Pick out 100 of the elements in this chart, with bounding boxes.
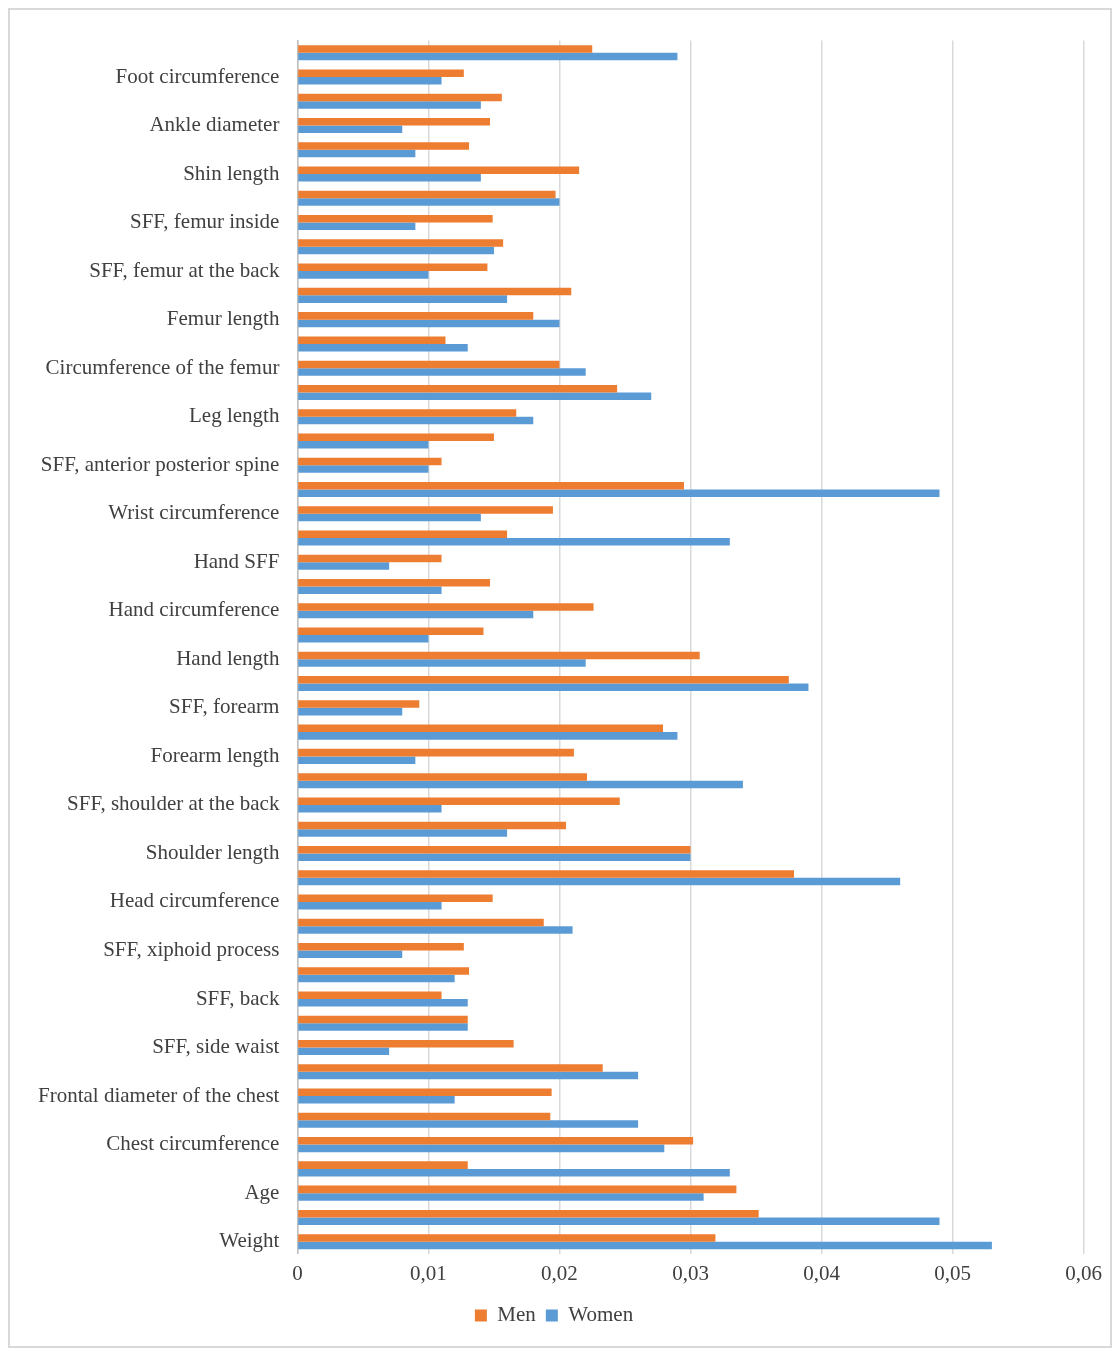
bar	[298, 457, 442, 466]
y-tick-label: Weight	[219, 1228, 280, 1253]
bar	[298, 1015, 468, 1024]
y-tick-label: Hand length	[176, 645, 280, 670]
bar	[298, 950, 403, 959]
bar	[298, 748, 574, 757]
bar	[298, 45, 593, 53]
bar	[298, 538, 730, 546]
x-tick-label: 0,05	[934, 1260, 971, 1285]
bar	[298, 222, 416, 231]
bar	[298, 804, 442, 813]
bar	[298, 489, 940, 498]
bar	[298, 69, 464, 77]
bar	[298, 166, 580, 175]
bar	[298, 1144, 665, 1153]
bar	[298, 1168, 730, 1177]
y-tick-label: Frontal diameter of the chest	[38, 1082, 280, 1107]
bar	[298, 1096, 455, 1104]
bar	[298, 1209, 759, 1218]
legend-label: Men	[497, 1302, 537, 1327]
bar	[298, 780, 743, 789]
bar	[298, 562, 390, 570]
y-tick-label: SFF, forearm	[169, 694, 280, 719]
bar	[298, 384, 618, 393]
bar	[298, 974, 455, 983]
bar	[298, 821, 567, 830]
bar	[298, 530, 508, 539]
bar	[298, 773, 587, 781]
bar	[298, 513, 481, 522]
bar	[298, 700, 420, 708]
bar	[298, 416, 534, 425]
bar	[298, 1120, 639, 1128]
y-tick-label: Age	[244, 1179, 280, 1204]
bar	[298, 724, 663, 733]
bar	[298, 287, 572, 296]
bar	[298, 1112, 551, 1121]
bar	[298, 845, 691, 854]
x-tick-label: 0,01	[410, 1260, 447, 1285]
bar	[298, 870, 795, 878]
bar	[298, 554, 442, 563]
bar	[298, 676, 789, 684]
bar	[298, 101, 481, 109]
bar	[298, 125, 403, 134]
y-tick-label: SFF, femur at the back	[89, 257, 280, 282]
x-tick-label: 0,03	[672, 1260, 709, 1285]
y-tick-label: SFF, back	[195, 985, 280, 1010]
bar	[298, 465, 429, 473]
bar	[298, 999, 468, 1007]
bar	[298, 1161, 468, 1169]
y-tick-label: Hand circumference	[108, 597, 280, 622]
y-tick-label: Leg length	[189, 403, 280, 428]
bar	[298, 198, 560, 206]
bar	[298, 506, 553, 514]
x-tick-label: 0,06	[1065, 1260, 1102, 1285]
bar	[298, 1193, 704, 1201]
bar	[298, 52, 678, 61]
bar	[298, 142, 470, 150]
bar	[298, 246, 494, 255]
bar	[298, 118, 491, 126]
bar	[298, 77, 442, 85]
bar	[298, 1064, 603, 1072]
bar	[298, 610, 534, 619]
y-tick-label: Forearm length	[150, 742, 280, 767]
y-tick-label: Shin length	[183, 160, 280, 185]
bar	[298, 707, 403, 716]
y-tick-label: SFF, xiphoid process	[103, 937, 280, 962]
bar	[298, 433, 494, 441]
y-tick-label: Foot circumference	[115, 63, 280, 88]
bar	[298, 797, 620, 805]
bar	[298, 1217, 940, 1225]
bar	[298, 1234, 716, 1242]
y-tick-label: SFF, femur inside	[130, 209, 280, 234]
bar	[298, 894, 493, 902]
y-tick-label: SFF, shoulder at the back	[67, 791, 280, 816]
bar	[298, 440, 429, 449]
bar	[298, 967, 470, 975]
y-tick-label: Chest circumference	[106, 1131, 280, 1156]
bar	[298, 635, 429, 643]
y-tick-label: Head circumference	[109, 888, 280, 913]
bar	[298, 651, 700, 660]
bar	[298, 627, 484, 636]
bar	[298, 409, 517, 417]
bar	[298, 190, 556, 199]
bar	[298, 659, 586, 667]
bar	[298, 829, 508, 837]
bar	[298, 756, 416, 764]
bar	[298, 1047, 390, 1056]
bar	[298, 1088, 552, 1097]
bar	[298, 93, 502, 102]
bar	[298, 215, 493, 223]
y-tick-label: SFF, side waist	[152, 1034, 280, 1059]
bar	[298, 1137, 694, 1145]
y-tick-label: Circumference of the femur	[45, 354, 280, 379]
bar	[298, 481, 684, 490]
y-tick-label: Wrist circumference	[108, 500, 280, 525]
x-tick-label: 0,04	[803, 1260, 841, 1285]
legend-label: Women	[568, 1302, 634, 1327]
y-tick-label: Ankle diameter	[149, 112, 280, 137]
bar	[298, 319, 560, 328]
bar	[298, 149, 416, 158]
